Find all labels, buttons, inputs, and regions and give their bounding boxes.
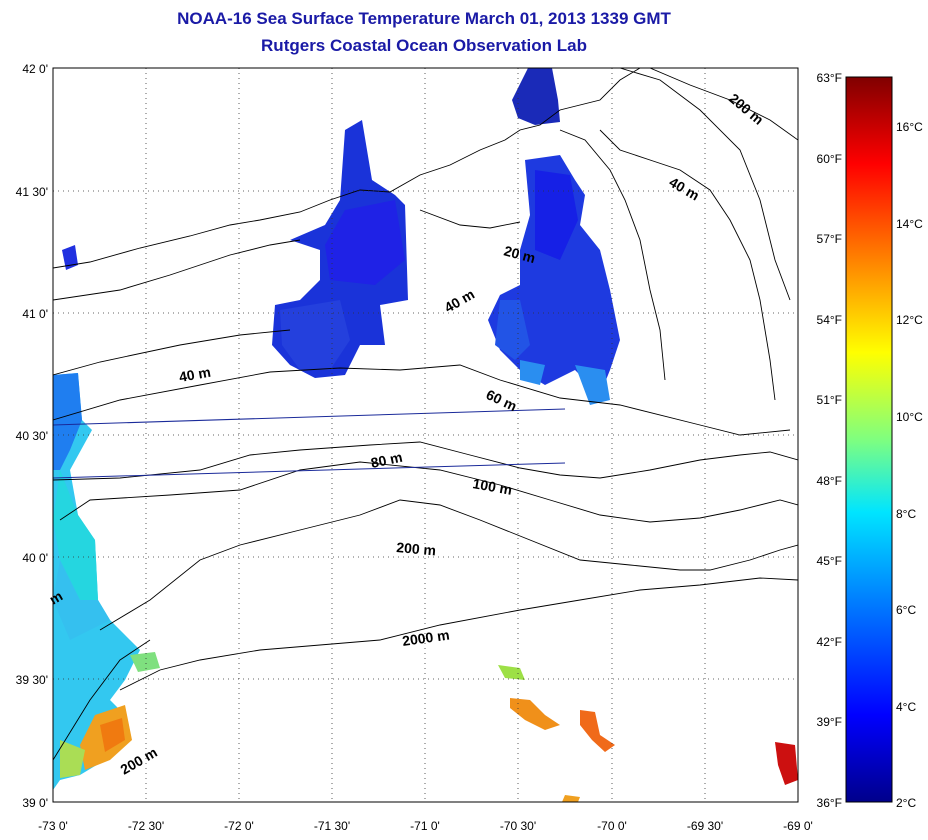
- transect-lines: [52, 408, 566, 479]
- lat-label: 41 30': [16, 185, 48, 199]
- map-frame: [52, 67, 799, 803]
- contour-label: 40 m: [178, 364, 212, 385]
- lat-label: 40 0': [22, 551, 48, 565]
- colorbar-c-label: 4°C: [896, 700, 916, 714]
- colorbar-c-label: 2°C: [896, 796, 916, 810]
- colorbar-f-label: 57°F: [817, 232, 842, 246]
- colorbar-f-label: 51°F: [817, 393, 842, 407]
- sst-data-layer: [53, 68, 798, 802]
- lon-label: -71 0': [410, 819, 440, 833]
- contour-label: 200 m: [726, 90, 767, 128]
- lon-label: -70 0': [597, 819, 627, 833]
- colorbar-f-label: 54°F: [817, 313, 842, 327]
- lat-label: 41 0': [22, 307, 48, 321]
- lat-label: 42 0': [22, 62, 48, 76]
- colorbar-f-label: 45°F: [817, 554, 842, 568]
- colorbar-f-label: 63°F: [817, 71, 842, 85]
- colorbar-fahrenheit-labels: 63°F 60°F 57°F 54°F 51°F 48°F 45°F 42°F …: [817, 71, 842, 810]
- longitude-labels: -73 0' -72 30' -72 0' -71 30' -71 0' -70…: [38, 819, 813, 833]
- colorbar-f-label: 60°F: [817, 152, 842, 166]
- lat-label: 39 0': [22, 796, 48, 810]
- colorbar: [845, 76, 893, 803]
- lat-label: 40 30': [16, 429, 48, 443]
- contour-label: 20 m: [502, 242, 537, 266]
- colorbar-c-label: 10°C: [896, 410, 923, 424]
- colorbar-c-label: 8°C: [896, 507, 916, 521]
- contour-label: 80 m: [369, 449, 404, 471]
- colorbar-f-label: 36°F: [817, 796, 842, 810]
- map-title: NOAA-16 Sea Surface Temperature March 01…: [177, 9, 671, 28]
- latitude-labels: 42 0' 41 30' 41 0' 40 30' 40 0' 39 30' 3…: [16, 62, 48, 810]
- contour-label: 2000 m: [401, 627, 450, 649]
- contour-label: 200 m: [118, 744, 160, 778]
- lon-label: -69 30': [687, 819, 723, 833]
- colorbar-f-label: 42°F: [817, 635, 842, 649]
- bathymetry-contours: [53, 68, 798, 761]
- colorbar-celsius-labels: 16°C 14°C 12°C 10°C 8°C 6°C 4°C 2°C: [896, 120, 923, 810]
- lat-label: 39 30': [16, 673, 48, 687]
- colorbar-f-label: 48°F: [817, 474, 842, 488]
- lon-label: -71 30': [314, 819, 350, 833]
- graticule: [53, 68, 798, 802]
- lon-label: -72 0': [224, 819, 254, 833]
- colorbar-c-label: 14°C: [896, 217, 923, 231]
- lon-label: -72 30': [128, 819, 164, 833]
- contour-label: 100 m: [471, 475, 513, 498]
- map-subtitle: Rutgers Coastal Ocean Observation Lab: [261, 36, 587, 55]
- contour-label: 40 m: [667, 174, 703, 204]
- lon-label: -69 0': [783, 819, 813, 833]
- colorbar-f-label: 39°F: [817, 715, 842, 729]
- contour-label: 40 m: [442, 286, 478, 316]
- colorbar-c-label: 12°C: [896, 313, 923, 327]
- contour-label: 60 m: [484, 386, 520, 414]
- contour-label: 200 m: [396, 539, 437, 558]
- colorbar-c-label: 16°C: [896, 120, 923, 134]
- contour-labels: 200 m 40 m 20 m 40 m 40 m 60 m 80 m 100 …: [47, 90, 767, 778]
- lon-label: -70 30': [500, 819, 536, 833]
- colorbar-c-label: 6°C: [896, 603, 916, 617]
- lon-label: -73 0': [38, 819, 68, 833]
